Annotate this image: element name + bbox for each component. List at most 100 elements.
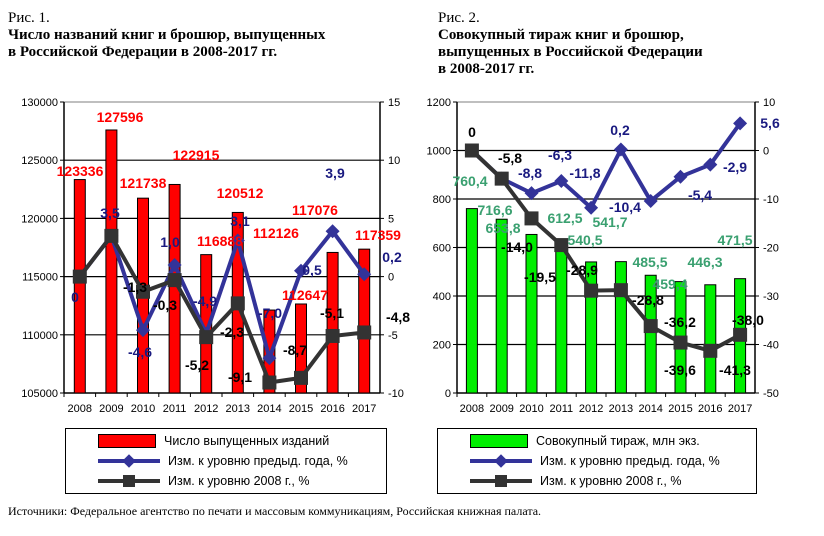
chart2-line-marker: [733, 327, 748, 342]
chart1-data-label: -0,3: [153, 297, 177, 313]
chart2-data-label: -28,8: [632, 292, 664, 308]
chart1-data-label: 123336: [57, 163, 104, 179]
chart1-y2-tick-label: -10: [388, 388, 404, 400]
chart1-line-marker: [230, 233, 245, 248]
chart2-line-marker: [524, 211, 539, 226]
legend-label: Изм. к уровню предыд. года, %: [540, 454, 720, 468]
chart2-data-label: 0: [468, 124, 476, 140]
line-swatch-icon: [98, 475, 160, 487]
legend-label: Изм. к уровню 2008 г., %: [540, 474, 682, 488]
chart2-y2-tick-label: -50: [763, 388, 779, 400]
legend-item: Изм. к уровню предыд. года, %: [66, 453, 348, 469]
chart1-y-tick-label: 110000: [22, 330, 58, 342]
chart1-data-label: -2,3: [220, 324, 244, 340]
chart2-y-tick-label: 1200: [427, 97, 451, 109]
chart1-x-tick-label: 2015: [289, 403, 313, 415]
chart2-data-label: -39,6: [664, 362, 696, 378]
chart2-line-marker: [494, 171, 509, 186]
chart2-x-tick-label: 2009: [489, 403, 513, 415]
chart1-x-tick-label: 2012: [194, 403, 218, 415]
figure2-title-1: Совокупный тираж книг и брошюр,: [438, 27, 684, 43]
chart1-y-tick-label: 105000: [21, 388, 58, 400]
legend-label: Число выпущенных изданий: [164, 434, 330, 448]
chart2-legend: Совокупный тираж, млн экз. Изм. к уровню …: [437, 428, 757, 494]
chart2-data-label: 485,5: [632, 254, 667, 270]
chart2-data-label: -5,8: [498, 150, 522, 166]
chart2-bar: [585, 261, 598, 394]
chart2-y-tick-label: 600: [433, 243, 451, 255]
chart2-y2-tick-label: 10: [763, 97, 775, 109]
chart1-data-label: 3,9: [325, 165, 345, 181]
chart2-y2-tick-label: -30: [763, 291, 779, 303]
chart2-bar: [614, 261, 627, 394]
chart2-y2-tick-label: -10: [763, 194, 779, 206]
chart2-line-marker: [673, 335, 688, 350]
bar-swatch-icon: [98, 434, 156, 448]
chart1-line-marker: [167, 257, 182, 272]
chart2-x-tick-label: 2017: [728, 403, 752, 415]
chart1-x-tick-label: 2008: [68, 403, 92, 415]
chart1-data-label: 0,2: [382, 249, 402, 265]
chart1-y-tick-label: 120000: [21, 213, 58, 225]
chart1-y2-tick-label: 10: [388, 155, 400, 167]
legend-label: Совокупный тираж, млн экз.: [536, 434, 700, 448]
chart2-data-label: 716,6: [477, 202, 512, 218]
chart1-data-label: -8,7: [283, 342, 307, 358]
chart2-line-marker: [554, 174, 569, 189]
line-swatch-icon: [98, 454, 160, 468]
chart1-y-tick-label: 125000: [21, 155, 58, 167]
chart2-series-line-2: [470, 149, 742, 353]
chart2-x-tick-label: 2011: [549, 403, 573, 415]
chart1-data-label: -4,8: [386, 309, 410, 325]
chart2-y-tick-label: 800: [433, 194, 451, 206]
chart2-data-label: 760,4: [452, 173, 487, 189]
chart1-data-label: 117359: [355, 227, 401, 243]
chart2-data-label: -14,0: [501, 239, 533, 255]
chart2-data-label: 612,5: [547, 210, 582, 226]
chart1-x-tick-label: 2017: [352, 403, 376, 415]
chart1-y2-tick-label: -5: [388, 330, 398, 342]
chart2-line-marker: [703, 343, 718, 358]
chart1-data-label: 116888: [197, 233, 243, 249]
chart2-line-marker: [613, 283, 628, 298]
chart1-bar: [105, 129, 118, 394]
chart2-data-label: -2,9: [723, 159, 747, 175]
chart1-line-marker: [325, 224, 340, 239]
legend-item: Изм. к уровню 2008 г., %: [66, 473, 309, 489]
chart1-bar: [326, 251, 339, 394]
chart2-data-label: -38,0: [732, 312, 764, 328]
figure1-title-2: в Российской Федерации в 2008-2017 гг.: [8, 44, 278, 60]
figure2-label: Рис. 2.: [438, 10, 480, 26]
figure1-label: Рис. 1.: [8, 10, 50, 26]
chart2-line-marker: [733, 116, 748, 131]
chart2-line-marker: [584, 283, 599, 298]
chart2-bar: [495, 218, 508, 394]
chart2-bar: [704, 284, 717, 394]
chart1-x-tick-label: 2013: [226, 403, 250, 415]
chart1-data-label: 1,0: [160, 234, 180, 250]
chart1-x-tick-label: 2016: [320, 403, 344, 415]
chart2-data-label: -6,3: [548, 147, 572, 163]
chart2-line-marker: [673, 169, 688, 184]
chart2-y-tick-label: 0: [445, 388, 451, 400]
chart2-bar: [465, 208, 478, 394]
chart1-line-marker: [262, 375, 277, 390]
chart1-line-marker: [325, 328, 340, 343]
chart1-x-tick-label: 2009: [99, 403, 123, 415]
chart1-data-label: -4,9: [193, 293, 217, 309]
chart1-x-tick-label: 2014: [257, 403, 281, 415]
chart1-data-label: -7,0: [258, 305, 282, 321]
chart2-line-marker: [524, 186, 539, 201]
chart1-line-marker: [230, 296, 245, 311]
chart2-data-label: -10,4: [609, 199, 641, 215]
chart2-data-label: -19,5: [524, 269, 556, 285]
chart1-y-tick-label: 130000: [21, 97, 58, 109]
legend-item: Изм. к уровню 2008 г., %: [438, 473, 681, 489]
chart1-data-label: 122915: [173, 147, 220, 163]
chart2-y2-tick-label: -20: [763, 243, 779, 255]
chart2-data-label: 541,7: [592, 214, 627, 230]
chart2-x-tick-label: 2012: [579, 403, 603, 415]
chart1-series-line-1: [78, 227, 366, 365]
chart2-data-label: 471,5: [717, 232, 752, 248]
